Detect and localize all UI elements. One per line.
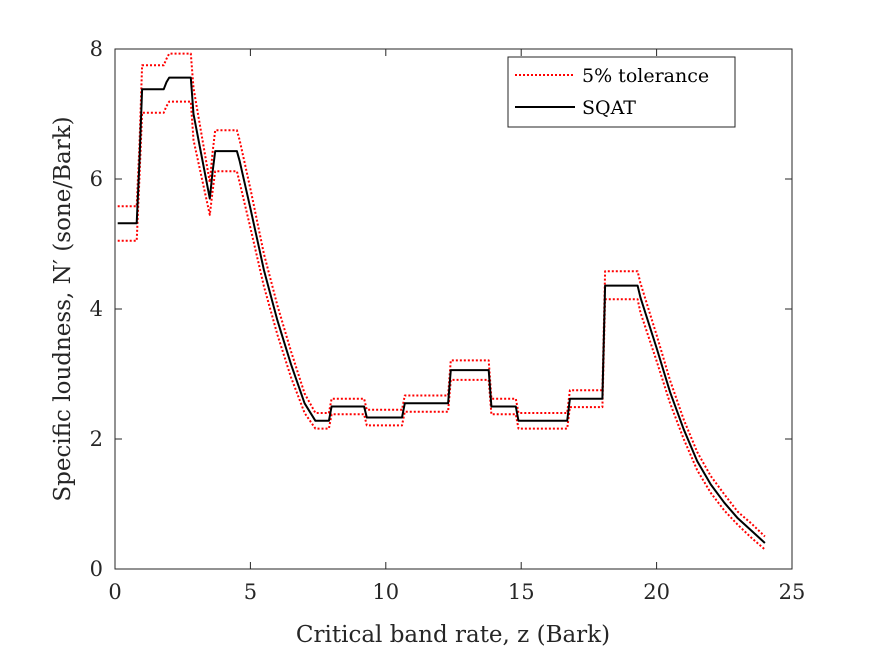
series-line-upper-tolerance <box>117 52 766 538</box>
x-tick-label: 5 <box>244 580 257 604</box>
y-tick-label: 6 <box>90 167 103 191</box>
axis-ticks: 0 5 10 15 20 25 0 2 4 6 8 <box>90 37 806 604</box>
series-line-sqat <box>117 76 766 544</box>
x-tick-label: 15 <box>508 580 535 604</box>
legend-label-sqat: SQAT <box>582 97 636 119</box>
legend-box <box>507 56 736 128</box>
legend: 5% tolerance SQAT <box>507 56 736 128</box>
x-tick-label: 20 <box>643 580 670 604</box>
y-tick-label: 4 <box>90 297 103 321</box>
x-axis-label: Critical band rate, z (Bark) <box>296 622 610 648</box>
x-tick-label: 10 <box>372 580 399 604</box>
legend-label-tolerance: 5% tolerance <box>582 65 709 87</box>
y-tick-label: 2 <box>90 427 103 451</box>
y-axis-label: Specific loudness, N′ (sone/Bark) <box>50 116 76 501</box>
y-tick-label: 8 <box>90 37 103 61</box>
y-tick-label: 0 <box>90 557 103 581</box>
series-line-lower-tolerance <box>117 100 766 551</box>
x-tick-label: 0 <box>108 580 121 604</box>
series-lines <box>117 52 766 551</box>
x-tick-label: 25 <box>779 580 806 604</box>
